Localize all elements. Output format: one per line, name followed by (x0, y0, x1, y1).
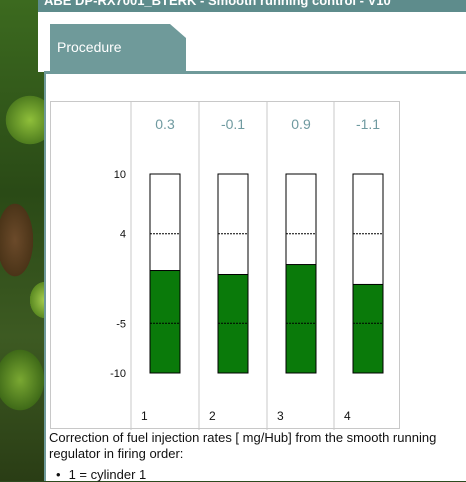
category-label: 2 (209, 409, 216, 423)
y-tick-label: -10 (110, 368, 126, 380)
category-label: 1 (141, 409, 148, 423)
tab-procedure[interactable]: Procedure (50, 24, 186, 72)
tab-underline (44, 71, 466, 74)
category-label: 4 (344, 409, 351, 423)
y-tick-label: 10 (114, 169, 126, 181)
window-title: ABE DP-RX7001_BTERK - Smooth running con… (38, 0, 466, 12)
y-tick-label: 4 (120, 229, 126, 241)
tab-strip: Procedure (38, 12, 466, 72)
bar (149, 270, 181, 374)
bar-value-label: -1.1 (356, 116, 380, 132)
bar-value-label: 0.9 (291, 116, 311, 132)
bar (285, 264, 317, 374)
bar-value-label: -0.1 (221, 116, 245, 132)
bar-value-label: 0.3 (155, 116, 175, 132)
y-tick-label: -5 (116, 318, 126, 330)
description-text: Correction of fuel injection rates [ mg/… (49, 430, 437, 461)
list-item: 1 = cylinder 1 (56, 467, 147, 482)
firing-order-list: 1 = cylinder 1 (56, 467, 147, 482)
chart-svg: 10 4 -5 -10 0.3 1 -0.1 2 0.9 3 -1.1 4 (110, 102, 384, 430)
bar (352, 283, 384, 374)
smooth-running-chart: 10 4 -5 -10 0.3 1 -0.1 2 0.9 3 -1.1 4 (50, 101, 400, 430)
category-label: 3 (277, 409, 284, 423)
